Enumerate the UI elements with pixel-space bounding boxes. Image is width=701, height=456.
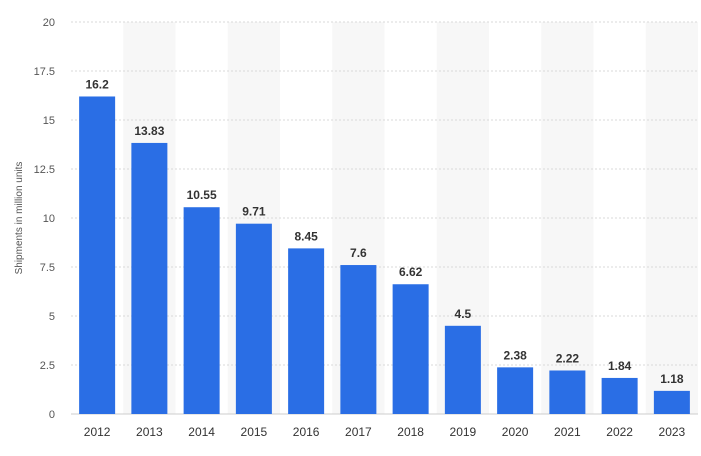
y-tick-label: 20 (43, 17, 55, 29)
x-tick-label: 2017 (345, 425, 372, 439)
value-label: 8.45 (294, 229, 318, 243)
x-tick-label: 2023 (659, 425, 686, 439)
y-tick-label: 12.5 (34, 164, 55, 176)
x-tick-label: 2018 (397, 425, 424, 439)
bar-2023 (653, 390, 690, 414)
x-tick-label: 2015 (241, 425, 268, 439)
bar-2015 (235, 223, 272, 414)
bars (79, 96, 690, 414)
y-tick-label: 17.5 (34, 66, 55, 78)
value-label: 13.83 (134, 124, 164, 138)
bar-2018 (392, 284, 429, 414)
x-tick-label: 2021 (554, 425, 581, 439)
value-labels: 16.2 13.83 10.55 9.71 8.45 7.6 6.62 4.5 2.38 2.22… (85, 77, 683, 385)
y-tick-label: 5 (49, 311, 55, 323)
bar-2021 (549, 370, 586, 414)
x-tick-label: 2019 (450, 425, 477, 439)
bar-2020 (497, 367, 534, 414)
value-label: 1.84 (608, 359, 632, 373)
value-label: 7.6 (350, 246, 367, 260)
value-label: 10.55 (187, 188, 217, 202)
bar-2013 (131, 142, 168, 414)
y-axis-title: Shipments in million units (14, 162, 25, 275)
x-tick-label: 2022 (606, 425, 633, 439)
value-label: 1.18 (660, 372, 684, 386)
bar-2019 (444, 325, 481, 414)
bar-2012 (79, 96, 116, 414)
y-tick-label: 0 (49, 409, 55, 421)
x-tick-label: 2020 (502, 425, 529, 439)
value-label: 2.38 (503, 348, 527, 362)
value-label: 6.62 (399, 265, 423, 279)
y-axis-ticks: 0 2.5 5 7.5 10 12.5 15 17.5 20 (34, 17, 55, 421)
value-label: 9.71 (242, 205, 266, 219)
bar-2017 (340, 265, 377, 414)
x-tick-label: 2016 (293, 425, 320, 439)
y-tick-label: 7.5 (40, 262, 55, 274)
value-label: 2.22 (556, 351, 580, 365)
x-tick-label: 2014 (188, 425, 215, 439)
bar-2014 (183, 207, 220, 414)
gridlines (71, 21, 698, 415)
y-tick-label: 15 (43, 115, 55, 127)
x-axis-ticks: 2012 2013 2014 2015 2016 2017 2018 2019 2020 2021… (84, 425, 686, 439)
value-label: 16.2 (85, 77, 109, 91)
x-tick-label: 2012 (84, 425, 111, 439)
bar-2016 (288, 248, 325, 414)
x-tick-label: 2013 (136, 425, 163, 439)
y-tick-label: 2.5 (40, 360, 55, 372)
bar-2022 (601, 377, 638, 414)
y-tick-label: 10 (43, 213, 55, 225)
value-label: 4.5 (455, 307, 472, 321)
